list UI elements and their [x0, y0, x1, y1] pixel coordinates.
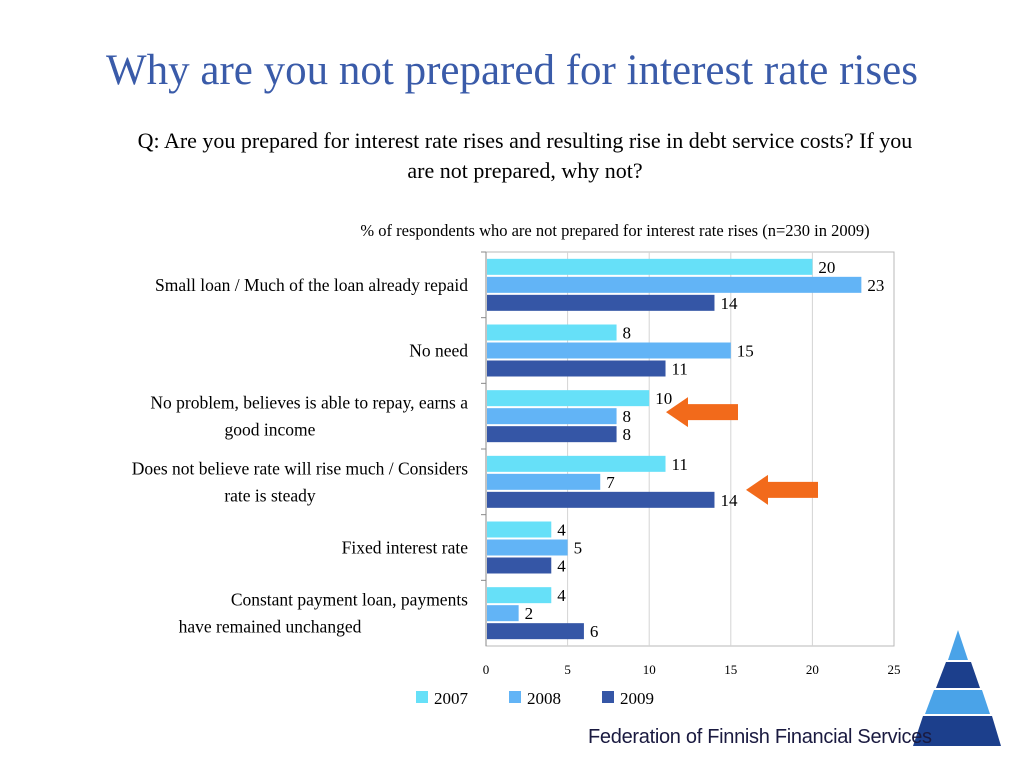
bar-2009: [487, 426, 617, 443]
bar-2007: [487, 258, 813, 275]
x-tick-label: 10: [643, 662, 656, 677]
data-label: 2: [525, 604, 534, 623]
legend-label: 2007: [434, 689, 469, 708]
bar-2008: [487, 342, 731, 359]
x-tick-label: 0: [483, 662, 490, 677]
x-tick-label: 25: [888, 662, 901, 677]
category-label: Fixed interest rate: [342, 538, 469, 558]
data-label: 11: [672, 455, 688, 474]
bar-2007: [487, 324, 617, 341]
highlight-arrow: [746, 474, 818, 505]
data-label: 20: [818, 258, 835, 277]
bar-2008: [487, 276, 862, 293]
category-label: have remained unchanged: [179, 617, 362, 637]
data-label: 14: [720, 491, 738, 510]
bar-2009: [487, 557, 552, 574]
legend-label: 2009: [620, 689, 654, 708]
category-label: No need: [409, 341, 468, 361]
category-label: Small loan / Much of the loan already re…: [155, 275, 468, 295]
data-label: 8: [623, 407, 632, 426]
category-label: Does not believe rate will rise much / C…: [132, 458, 469, 478]
legend-label: 2008: [527, 689, 561, 708]
bar-2007: [487, 587, 552, 604]
data-label: 6: [590, 622, 599, 641]
bar-2008: [487, 605, 519, 622]
data-label: 4: [557, 521, 566, 540]
data-label: 23: [867, 276, 884, 295]
data-label: 8: [623, 324, 632, 343]
data-label: 5: [574, 539, 583, 558]
legend-swatch: [602, 691, 614, 703]
data-label: 4: [557, 557, 566, 576]
category-label: good income: [225, 420, 316, 440]
data-label: 4: [557, 586, 566, 605]
data-label: 11: [672, 360, 688, 379]
data-label: 10: [655, 389, 672, 408]
x-tick-label: 20: [806, 662, 819, 677]
slide-title: Why are you not prepared for interest ra…: [106, 47, 918, 94]
highlight-arrow: [666, 397, 738, 428]
legend-swatch: [509, 691, 521, 703]
data-label: 7: [606, 473, 615, 492]
category-label: rate is steady: [224, 485, 316, 505]
legend-swatch: [416, 691, 428, 703]
bar-2008: [487, 539, 568, 556]
chart-title: % of respondents who are not prepared fo…: [360, 221, 870, 240]
data-label: 14: [720, 294, 738, 313]
bar-2008: [487, 408, 617, 425]
bar-2008: [487, 473, 601, 490]
bar-2009: [487, 491, 715, 508]
x-tick-label: 15: [724, 662, 737, 677]
bar-2009: [487, 294, 715, 311]
bar-2007: [487, 455, 666, 472]
organization-name: Federation of Finnish Financial Services: [588, 726, 932, 748]
bar-2009: [487, 623, 584, 640]
x-tick-label: 5: [564, 662, 571, 677]
bar-2007: [487, 521, 552, 538]
bar-2009: [487, 360, 666, 377]
survey-question: Q: Are you prepared for interest rate ri…: [137, 128, 913, 183]
bar-2007: [487, 390, 650, 407]
category-label: Constant payment loan, payments: [231, 590, 468, 610]
category-label: No problem, believes is able to repay, e…: [150, 393, 468, 413]
data-label: 8: [623, 425, 632, 444]
data-label: 15: [737, 342, 754, 361]
